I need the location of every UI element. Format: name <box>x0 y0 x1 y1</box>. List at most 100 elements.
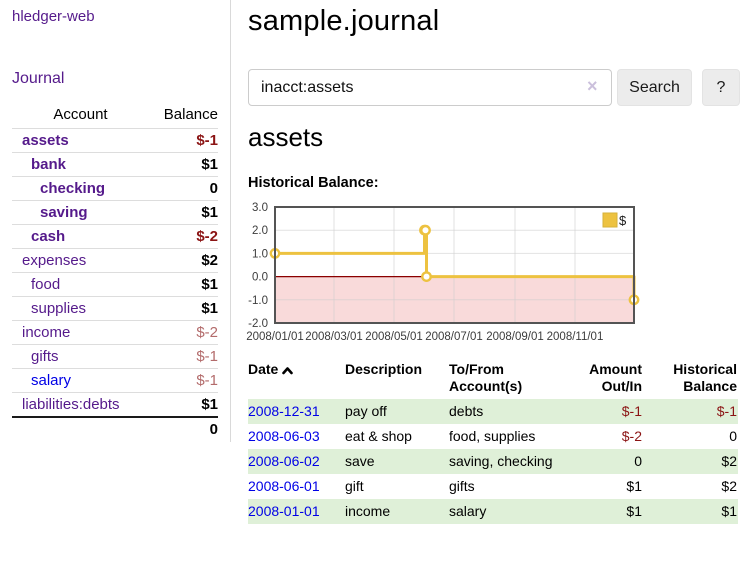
register-amount-cell: $1 <box>626 478 642 494</box>
account-row: saving $1 <box>12 200 218 225</box>
register-balance-cell: $1 <box>721 503 737 519</box>
account-row: salary $-1 <box>12 368 218 393</box>
brand-link[interactable]: hledger-web <box>12 8 95 25</box>
register-amount-cell: $1 <box>626 503 642 519</box>
register-date-cell: 2008-01-01 <box>248 499 345 524</box>
accounts-total-row: 0 <box>12 416 218 441</box>
account-balance: $1 <box>148 272 218 297</box>
sidebar-account-link[interactable]: bank <box>31 156 67 173</box>
account-balance: $1 <box>148 392 218 417</box>
register-row: 2008-12-31 pay off debts $-1 $-1 <box>248 399 738 424</box>
sidebar-account-link[interactable]: liabilities:debts <box>22 396 120 413</box>
account-heading: assets <box>248 122 324 152</box>
register-balance-cell: $-1 <box>716 403 737 419</box>
sidebar-account-link[interactable]: saving <box>40 204 88 221</box>
chart-ytick-label: 1.0 <box>252 248 268 260</box>
register-description-cell: income <box>345 503 391 519</box>
account-balance: 0 <box>148 176 218 201</box>
search-button[interactable]: Search <box>617 69 692 106</box>
account-cell: bank <box>12 152 149 177</box>
chart-xtick-label: 2008/01/01 <box>246 331 304 343</box>
sidebar-item-journal[interactable]: Journal <box>12 70 65 87</box>
account-balance: $1 <box>148 296 218 321</box>
register-date-link[interactable]: 2008-01-01 <box>248 503 320 519</box>
chart-legend-swatch <box>602 212 618 228</box>
register-tofrom-cell: food, supplies <box>449 428 536 444</box>
chart-ytick-label: 2.0 <box>252 225 268 237</box>
register-tofrom-cell: saving, checking <box>449 453 553 469</box>
account-balance: $-2 <box>148 224 218 249</box>
chart-ytick-label: -2.0 <box>248 318 268 330</box>
account-balance: $1 <box>148 200 218 225</box>
account-row: expenses $2 <box>12 248 218 273</box>
chart-title: Historical Balance: <box>248 175 379 191</box>
account-row: supplies $1 <box>12 296 218 321</box>
sidebar-account-link[interactable]: income <box>22 324 71 341</box>
register-date-link[interactable]: 2008-06-01 <box>248 478 320 494</box>
register-header-description: Description <box>345 361 423 377</box>
chart-ytick-label: -1.0 <box>248 295 268 307</box>
register-date-cell: 2008-12-31 <box>248 399 345 424</box>
account-cell: checking <box>12 176 149 201</box>
account-balance: $-1 <box>148 128 218 153</box>
account-balance: $-1 <box>148 368 218 393</box>
sidebar-account-link[interactable]: expenses <box>22 252 87 269</box>
account-cell: cash <box>12 224 149 249</box>
sidebar-account-link[interactable]: supplies <box>31 300 87 317</box>
register-header-amount: Amount Out/In <box>589 361 642 394</box>
total-spacer <box>12 416 149 441</box>
register-tofrom-cell: debts <box>449 403 484 419</box>
account-balance: $1 <box>148 152 218 177</box>
register-date-link[interactable]: 2008-06-02 <box>248 453 320 469</box>
chart-point <box>420 224 431 236</box>
register-amount-cell: 0 <box>634 453 642 469</box>
sidebar-account-link[interactable]: salary <box>31 372 72 389</box>
register-description-cell: eat & shop <box>345 428 412 444</box>
account-cell: gifts <box>12 344 149 369</box>
register-row: 2008-01-01 income salary $1 $1 <box>248 499 738 524</box>
page-title: sample.journal <box>248 5 440 37</box>
account-cell: salary <box>12 368 149 393</box>
register-header-date[interactable]: Date <box>248 357 345 399</box>
sidebar-account-link[interactable]: checking <box>40 180 106 197</box>
account-cell: liabilities:debts <box>12 392 149 417</box>
help-button[interactable]: ? <box>702 69 740 106</box>
register-header-row: Date Description To/From Account(s) Amou… <box>248 357 738 399</box>
accounts-total-balance: 0 <box>148 416 218 441</box>
register-date-link[interactable]: 2008-12-31 <box>248 403 320 419</box>
chevron-up-icon <box>282 362 294 379</box>
sidebar-account-link[interactable]: gifts <box>31 348 59 365</box>
register-tofrom-cell: salary <box>449 503 487 519</box>
account-row: assets $-1 <box>12 128 218 153</box>
accounts-header-account: Account <box>53 106 108 123</box>
search-input[interactable] <box>248 69 612 106</box>
register-header-tofrom: To/From Account(s) <box>449 361 523 394</box>
register-tofrom-cell: gifts <box>449 478 475 494</box>
register-date-link[interactable]: 2008-06-03 <box>248 428 320 444</box>
accounts-header-balance: Balance <box>163 106 218 123</box>
chart-xtick-label: 2008/05/01 <box>365 331 423 343</box>
account-cell: assets <box>12 128 149 153</box>
account-cell: food <box>12 272 149 297</box>
account-balance: $-2 <box>148 320 218 345</box>
account-row: gifts $-1 <box>12 344 218 369</box>
sidebar-account-link[interactable]: food <box>31 276 61 293</box>
account-row: cash $-2 <box>12 224 218 249</box>
chart-xtick-label: 2008/11/01 <box>547 331 604 343</box>
sidebar-account-link[interactable]: assets <box>22 132 69 149</box>
register-description-cell: gift <box>345 478 364 494</box>
account-row: food $1 <box>12 272 218 297</box>
date-header-label: Date <box>248 361 279 377</box>
register-date-cell: 2008-06-01 <box>248 474 345 499</box>
clear-search-icon[interactable]: × <box>587 76 598 96</box>
sidebar-account-link[interactable]: cash <box>31 228 66 245</box>
register-row: 2008-06-01 gift gifts $1 $2 <box>248 474 738 499</box>
chart-point <box>421 271 432 283</box>
register-description-cell: pay off <box>345 403 387 419</box>
sidebar: hledger-web Journal Account Balance asse… <box>0 0 231 442</box>
account-row: checking 0 <box>12 176 218 201</box>
account-row: liabilities:debts $1 <box>12 392 218 417</box>
account-cell: saving <box>12 200 149 225</box>
register-row: 2008-06-02 save saving, checking 0 $2 <box>248 449 738 474</box>
